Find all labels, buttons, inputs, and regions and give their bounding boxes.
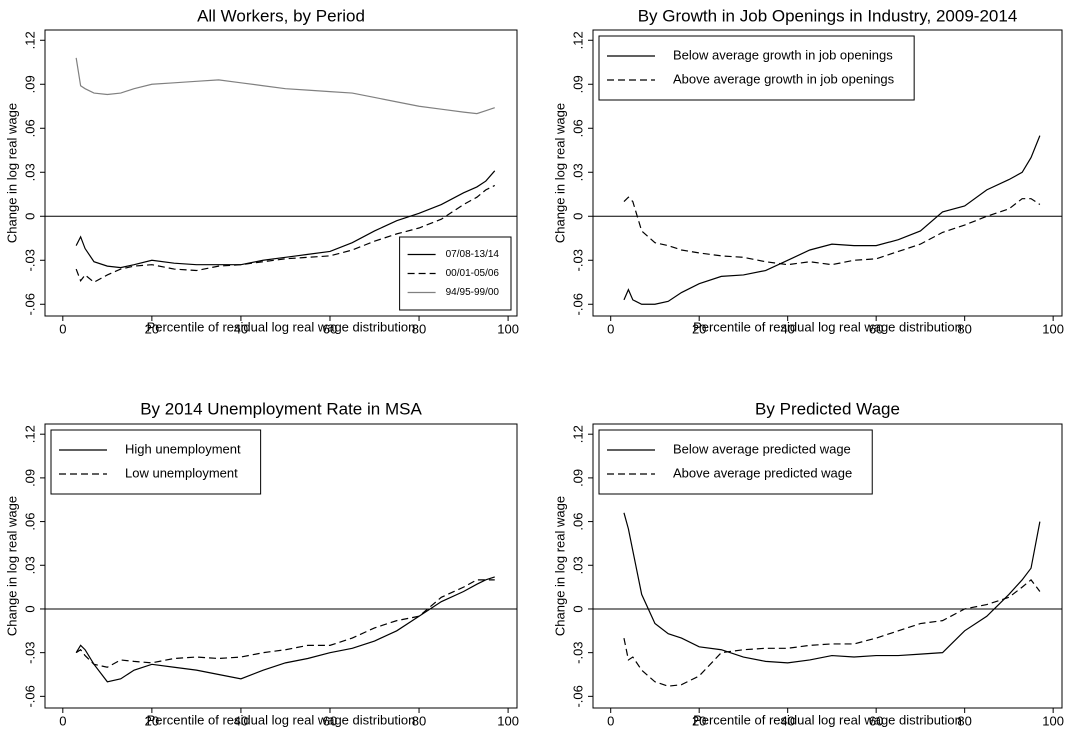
y-tick-label: .06 — [570, 119, 585, 137]
series-line — [75, 170, 496, 269]
legend-label: Below average growth in job openings — [673, 47, 893, 62]
legend: High unemployment Low unemployment — [50, 429, 262, 495]
panel: By 2014 Unemployment Rate in MSA -.06 -.03… — [4, 399, 519, 728]
y-axis-label: Change in log real wage — [4, 496, 19, 636]
y-tick-label: -.03 — [22, 249, 37, 271]
y-tick-label: .09 — [22, 469, 37, 487]
panel: All Workers, by Period -.06 -.03 0 .03 .06 .09… — [4, 6, 519, 336]
legend-label: Below average predicted wage — [673, 441, 851, 456]
y-tick-label: -.06 — [570, 293, 585, 315]
legend-label: Above average growth in job openings — [673, 71, 895, 86]
x-tick-label: 0 — [59, 321, 66, 336]
y-tick-label: .03 — [22, 556, 37, 574]
y-tick-label: .09 — [570, 75, 585, 93]
x-tick-label: 80 — [412, 321, 426, 336]
x-tick-label: 60 — [869, 713, 883, 728]
y-tick-label: .12 — [570, 425, 585, 443]
x-tick-label: 60 — [323, 713, 337, 728]
y-tick-label: .12 — [22, 31, 37, 49]
y-tick-label: -.06 — [22, 685, 37, 707]
series-line — [623, 578, 1041, 687]
y-tick-label: 0 — [570, 605, 585, 612]
x-tick-label: 40 — [780, 321, 794, 336]
legend-frame — [50, 429, 262, 495]
series-line — [75, 184, 496, 283]
legend-label: High unemployment — [125, 441, 241, 456]
series-line — [623, 196, 1041, 266]
y-axis-label: Change in log real wage — [552, 103, 567, 243]
legend-label: 00/01-05/06 — [446, 268, 500, 279]
x-axis-label: Percentile of residual log real wage dis… — [147, 319, 416, 334]
panel: By Growth in Job Openings in Industry, 2… — [552, 6, 1064, 336]
plot-frame — [44, 423, 518, 709]
y-axis-label: Change in log real wage — [552, 496, 567, 636]
legend-frame — [598, 429, 873, 495]
x-tick-label: 20 — [692, 713, 706, 728]
x-axis-label: Percentile of residual log real wage dis… — [693, 319, 962, 334]
series-line — [75, 579, 495, 668]
y-tick-label: -.03 — [570, 641, 585, 663]
x-tick-label: 60 — [323, 321, 337, 336]
x-tick-label: 40 — [234, 321, 248, 336]
x-tick-label: 100 — [1042, 321, 1064, 336]
y-tick-label: -.06 — [22, 293, 37, 315]
x-tick-label: 80 — [957, 321, 971, 336]
x-tick-label: 100 — [497, 321, 519, 336]
panel-title: By 2014 Unemployment Rate in MSA — [140, 399, 422, 418]
y-tick-label: .12 — [22, 425, 37, 443]
y-tick-label: .12 — [570, 31, 585, 49]
legend-label: Above average predicted wage — [673, 465, 852, 480]
panel: By Predicted Wage -.06 -.03 0 .03 .06 .09 .12 0 2… — [552, 399, 1064, 728]
y-tick-label: 0 — [22, 213, 37, 220]
y-tick-label: .06 — [22, 513, 37, 531]
plot-frame — [592, 423, 1063, 709]
series-line — [75, 57, 495, 115]
legend-label: 07/08-13/14 — [446, 249, 500, 260]
x-axis-label: Percentile of residual log real wage dis… — [147, 712, 416, 727]
plot-frame — [44, 29, 518, 317]
y-tick-label: .03 — [22, 163, 37, 181]
legend: Below average growth in job openings Abov… — [598, 35, 915, 101]
y-tick-label: 0 — [22, 605, 37, 612]
x-tick-label: 20 — [145, 321, 159, 336]
y-tick-label: -.03 — [22, 641, 37, 663]
series-line — [623, 512, 1041, 664]
plot-frame — [592, 29, 1063, 317]
x-tick-label: 0 — [59, 713, 66, 728]
y-tick-label: .09 — [22, 75, 37, 93]
series-line — [623, 135, 1041, 305]
x-tick-label: 20 — [692, 321, 706, 336]
x-tick-label: 100 — [1042, 713, 1064, 728]
y-tick-label: .06 — [570, 513, 585, 531]
x-axis-label: Percentile of residual log real wage dis… — [693, 712, 962, 727]
y-tick-label: 0 — [570, 213, 585, 220]
y-axis-label: Change in log real wage — [4, 103, 19, 243]
legend-frame — [598, 35, 915, 101]
x-tick-label: 80 — [412, 713, 426, 728]
series-line — [75, 576, 495, 683]
x-tick-label: 80 — [957, 713, 971, 728]
legend-label: Low unemployment — [125, 465, 238, 480]
y-tick-label: -.03 — [570, 249, 585, 271]
x-tick-label: 0 — [607, 713, 614, 728]
legend-label: 94/95-99/00 — [446, 287, 500, 298]
panel-title: All Workers, by Period — [197, 6, 365, 25]
x-tick-label: 60 — [869, 321, 883, 336]
legend-frame — [399, 236, 512, 311]
y-tick-label: -.06 — [570, 685, 585, 707]
y-tick-label: .03 — [570, 163, 585, 181]
legend: 07/08-13/14 00/01-05/06 94/95-99/00 — [399, 236, 512, 311]
x-tick-label: 0 — [607, 321, 614, 336]
y-tick-label: .09 — [570, 469, 585, 487]
x-tick-label: 40 — [234, 713, 248, 728]
legend: Below average predicted wage Above averag… — [598, 429, 873, 495]
y-tick-label: .06 — [22, 119, 37, 137]
y-tick-label: .03 — [570, 556, 585, 574]
x-tick-label: 100 — [497, 713, 519, 728]
panel-title: By Growth in Job Openings in Industry, 2… — [638, 6, 1018, 25]
x-tick-label: 20 — [145, 713, 159, 728]
x-tick-label: 40 — [780, 713, 794, 728]
panel-title: By Predicted Wage — [755, 399, 900, 418]
